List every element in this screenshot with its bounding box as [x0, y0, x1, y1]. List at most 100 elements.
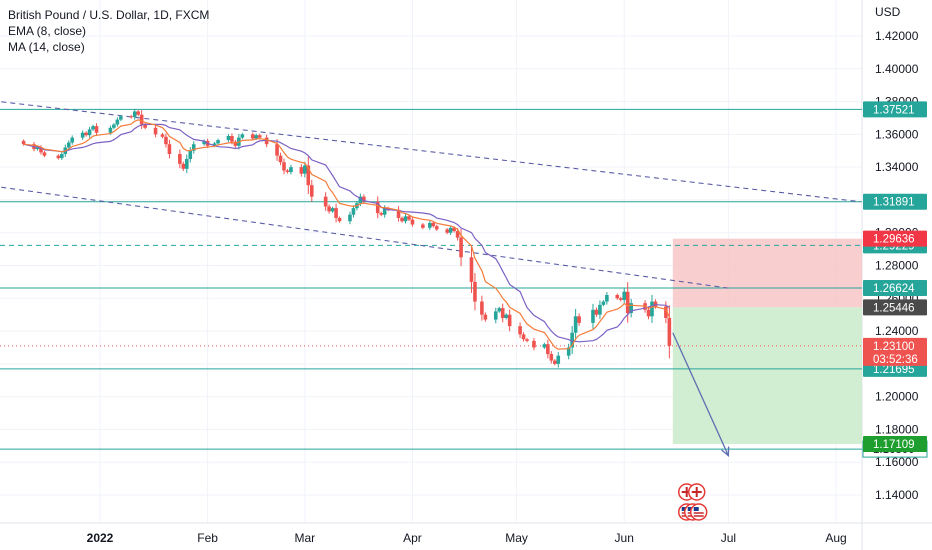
candle-body: [240, 134, 245, 138]
current-price-tag: 1.23100: [873, 341, 915, 353]
price-tags: 1.375211.318911.292291.266241.216951.168…: [862, 101, 928, 458]
price-axis-tick-label: 1.20000: [875, 390, 919, 404]
candle-body: [257, 135, 262, 138]
candle-body: [285, 170, 290, 173]
ma-14-line: [23, 123, 670, 343]
candle-body: [282, 162, 286, 171]
candle-body: [289, 167, 293, 173]
indicator-lines: [23, 119, 670, 350]
candle-body: [309, 185, 314, 197]
candle-body: [60, 154, 64, 159]
projection-arrow-line: [672, 332, 729, 456]
projection-arrow: [672, 332, 730, 458]
candle-body: [493, 311, 498, 320]
candle-body: [202, 140, 206, 145]
candle-body: [87, 129, 92, 136]
candle-body: [191, 144, 196, 151]
trendline: [0, 186, 729, 289]
candle-body: [181, 163, 186, 169]
candle-body: [566, 347, 571, 356]
candle-body: [178, 154, 182, 164]
price-axis-tick-label: 1.36000: [875, 127, 919, 141]
price-axis[interactable]: USD1.420001.400001.380001.360001.340001.…: [875, 5, 919, 502]
candle-body: [66, 142, 71, 148]
stop-loss-zone: [672, 238, 862, 308]
price-axis-tick-label: 1.40000: [875, 62, 919, 76]
candle-body: [570, 332, 574, 348]
event-flags[interactable]: [677, 483, 708, 521]
candle-body: [500, 308, 505, 318]
candle-body: [403, 216, 408, 222]
price-axis-tick-label: 1.16000: [875, 455, 919, 469]
level-price-tag-bg: [863, 101, 927, 118]
candle-body: [306, 165, 311, 186]
candle-body: [164, 136, 168, 145]
candle-body: [448, 227, 453, 233]
candle-body: [618, 298, 623, 300]
candle-body: [497, 308, 502, 312]
trendline: [0, 101, 861, 203]
level-price-tag: 1.31891: [873, 197, 915, 209]
candle-body: [250, 134, 255, 139]
candle-body: [518, 326, 522, 335]
time-axis[interactable]: 2022 Feb Mar Apr May Jun Jul Aug: [87, 531, 847, 545]
level-price-tag: 1.21695: [873, 364, 915, 376]
candle-body: [434, 226, 439, 230]
candle-body: [136, 111, 140, 115]
candle-body: [254, 135, 259, 139]
candle-body: [167, 144, 172, 155]
level-price-tag: 1.37521: [873, 104, 915, 116]
candle-body: [278, 155, 283, 163]
level-price-tag-bg: [863, 280, 927, 297]
candle-body: [452, 227, 456, 232]
take-profit-zone: [672, 307, 862, 445]
candle-body: [216, 140, 220, 144]
price-axis-currency: USD: [875, 5, 901, 19]
candle-body: [615, 295, 620, 299]
candle-body: [139, 114, 144, 125]
candle-body: [428, 222, 432, 228]
candle-body: [327, 206, 331, 212]
legend-ema[interactable]: EMA (8, close): [8, 24, 87, 38]
candle-body: [188, 150, 193, 159]
candle-body: [334, 208, 338, 218]
candle-body: [226, 135, 231, 141]
candle-body: [115, 119, 120, 125]
candle-body: [386, 208, 390, 210]
candle-body: [129, 116, 134, 118]
flag-canton: [687, 507, 693, 511]
candle-body: [275, 144, 279, 156]
time-axis-tick-label: Mar: [294, 531, 315, 545]
uk-flag-icon: [687, 483, 706, 501]
candle-body: [70, 137, 75, 143]
price-axis-tick-label: 1.18000: [875, 422, 919, 436]
candle-body: [577, 316, 581, 323]
stop-price-tag: 1.29636: [873, 234, 915, 246]
candle-body: [646, 309, 651, 317]
time-axis-tick-label: Apr: [403, 531, 422, 545]
candle-body: [42, 152, 47, 156]
candle-body: [546, 344, 550, 355]
legend-ma[interactable]: MA (14, close): [8, 40, 85, 54]
candle-body: [358, 196, 363, 204]
candle-body: [507, 314, 512, 327]
legend-symbol-title[interactable]: British Pound / U.S. Dollar, 1D, FXCM: [8, 8, 210, 22]
price-axis-tick-label: 1.28000: [875, 259, 919, 273]
entry-price-tag-bg: [863, 299, 927, 316]
flag-canton: [681, 507, 687, 511]
target-price-tag-bg: [863, 436, 927, 453]
candle-body: [601, 301, 606, 305]
time-axis-tick-label: Feb: [197, 531, 218, 545]
candle-body: [552, 360, 557, 364]
candle-body: [573, 316, 578, 333]
candle-body: [112, 124, 116, 128]
entry-price-tag: 1.25446: [873, 302, 915, 314]
candle-body: [459, 237, 463, 258]
candle-body: [480, 301, 484, 315]
candle-body: [337, 217, 342, 222]
candle-body: [230, 135, 234, 142]
candle-body: [431, 222, 436, 227]
us-flag-icon: [689, 503, 708, 521]
candle-body: [525, 339, 529, 341]
